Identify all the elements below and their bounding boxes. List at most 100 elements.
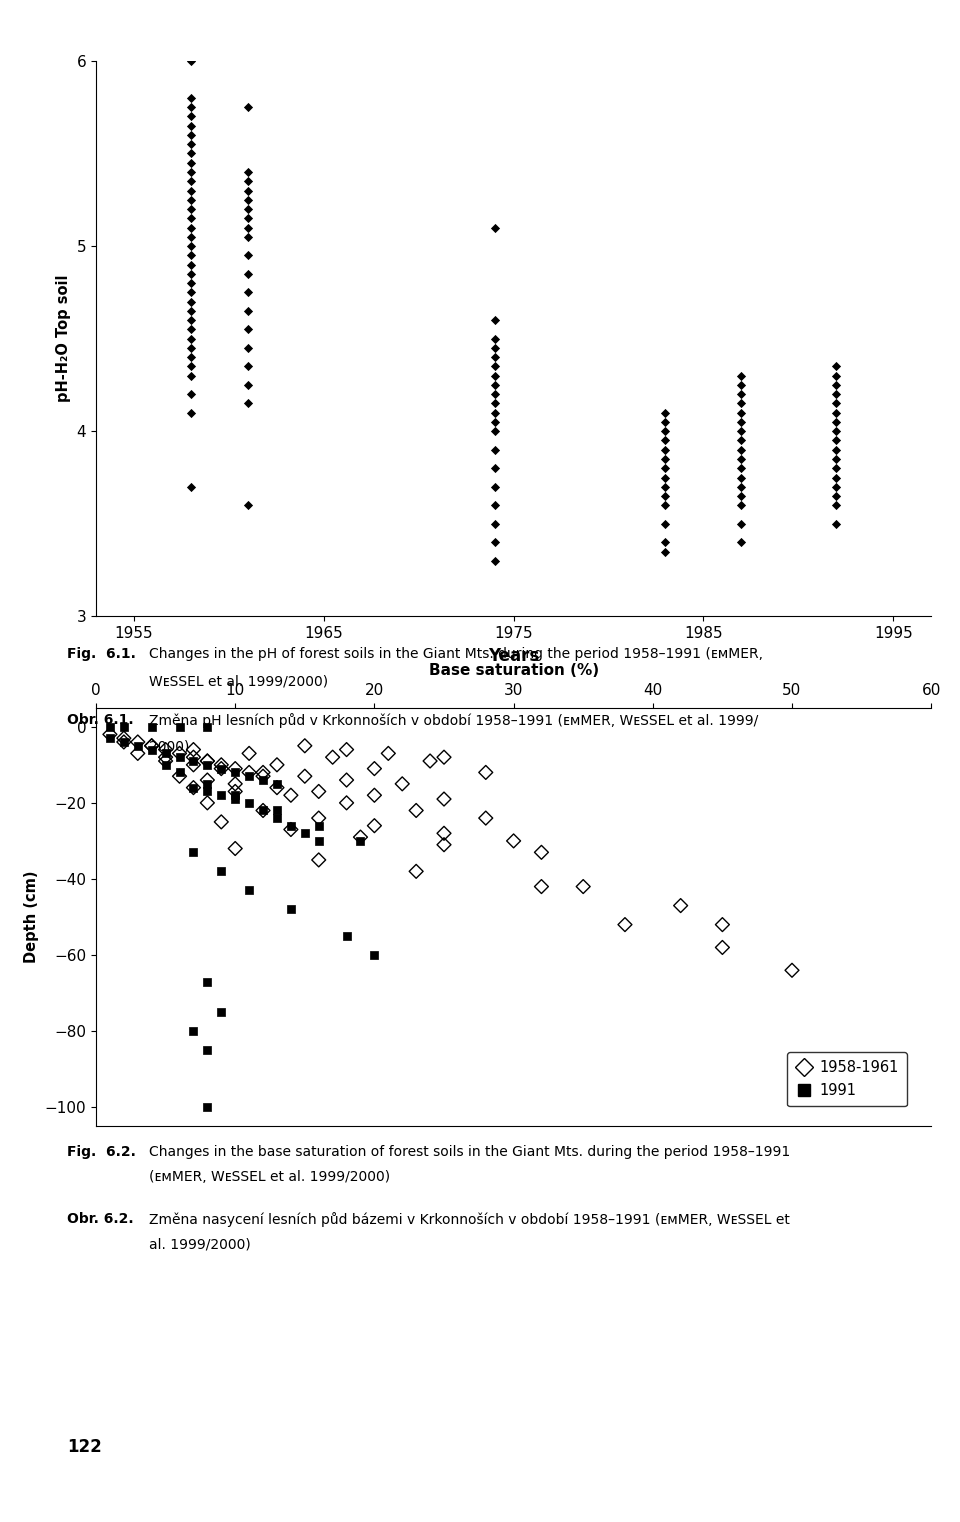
Point xyxy=(183,151,199,175)
1991 xyxy=(185,749,202,773)
Point xyxy=(183,169,199,193)
1958-1961 xyxy=(103,721,117,746)
Point xyxy=(183,317,199,341)
1958-1961 xyxy=(255,764,271,788)
1958-1961 xyxy=(200,790,215,814)
1991 xyxy=(200,1096,215,1120)
Text: Obr. 6.1.: Obr. 6.1. xyxy=(67,712,133,726)
Point xyxy=(183,364,199,388)
1958-1961 xyxy=(269,775,284,799)
1958-1961 xyxy=(784,959,800,983)
Point xyxy=(183,289,199,314)
Point xyxy=(240,216,255,240)
1991 xyxy=(228,787,243,811)
1958-1961 xyxy=(228,779,243,804)
Point xyxy=(183,400,199,425)
Point xyxy=(183,216,199,240)
Point xyxy=(240,493,255,517)
Text: 2000): 2000) xyxy=(149,740,189,753)
Point xyxy=(828,511,844,536)
Point xyxy=(828,438,844,463)
1958-1961 xyxy=(200,767,215,791)
Point xyxy=(183,307,199,332)
1958-1961 xyxy=(311,805,326,829)
1991 xyxy=(185,775,202,799)
1958-1961 xyxy=(157,744,173,769)
1991 xyxy=(103,714,117,738)
Point xyxy=(183,187,199,212)
1991 xyxy=(228,782,243,807)
Point xyxy=(658,475,673,499)
Point xyxy=(828,457,844,481)
Point xyxy=(183,160,199,184)
Point xyxy=(183,49,199,73)
Text: Fig.  6.2.: Fig. 6.2. xyxy=(67,1145,136,1158)
1958-1961 xyxy=(130,741,146,766)
Point xyxy=(828,391,844,416)
Point xyxy=(240,94,255,119)
Point xyxy=(658,493,673,517)
1958-1961 xyxy=(436,833,451,857)
Point xyxy=(828,400,844,425)
Point xyxy=(183,205,199,230)
X-axis label: Base saturation (%): Base saturation (%) xyxy=(428,662,599,677)
Point xyxy=(183,355,199,379)
1958-1961 xyxy=(324,744,340,769)
Point xyxy=(733,511,749,536)
Point xyxy=(658,511,673,536)
Text: Changes in the base saturation of forest soils in the Giant Mts. during the peri: Changes in the base saturation of forest… xyxy=(149,1145,790,1158)
1958-1961 xyxy=(228,756,243,781)
Y-axis label: pH-H₂O Top soil: pH-H₂O Top soil xyxy=(56,275,71,402)
1958-1961 xyxy=(506,828,521,852)
1991 xyxy=(241,764,256,788)
1991 xyxy=(185,840,202,864)
1958-1961 xyxy=(213,756,228,781)
1958-1961 xyxy=(367,756,382,781)
1958-1961 xyxy=(130,729,146,753)
Point xyxy=(658,530,673,554)
Point xyxy=(487,493,502,517)
Point xyxy=(183,142,199,166)
Point xyxy=(183,244,199,268)
1958-1961 xyxy=(367,782,382,807)
Point xyxy=(658,419,673,443)
1958-1961 xyxy=(283,817,299,842)
1958-1961 xyxy=(714,935,730,959)
Point xyxy=(487,549,502,574)
1958-1961 xyxy=(617,912,633,936)
Point xyxy=(487,307,502,332)
Point xyxy=(183,262,199,286)
Point xyxy=(240,160,255,184)
Point xyxy=(828,493,844,517)
Point xyxy=(658,539,673,563)
Point xyxy=(733,457,749,481)
Point xyxy=(487,511,502,536)
1958-1961 xyxy=(185,744,202,769)
1958-1961 xyxy=(157,737,173,761)
1958-1961 xyxy=(144,734,159,758)
1958-1961 xyxy=(395,772,410,796)
1958-1961 xyxy=(436,787,451,811)
Point xyxy=(183,94,199,119)
Point xyxy=(733,466,749,490)
1991 xyxy=(213,782,228,807)
1958-1961 xyxy=(144,734,159,758)
Point xyxy=(733,438,749,463)
1958-1961 xyxy=(185,737,202,761)
Point xyxy=(183,336,199,361)
Point xyxy=(828,373,844,397)
Point xyxy=(183,253,199,277)
1958-1961 xyxy=(116,726,132,750)
1958-1961 xyxy=(283,782,299,807)
Text: al. 1999/2000): al. 1999/2000) xyxy=(149,1237,251,1251)
1958-1961 xyxy=(241,759,256,784)
Point xyxy=(240,336,255,361)
Point xyxy=(658,484,673,508)
Point xyxy=(487,373,502,397)
Point xyxy=(733,493,749,517)
Point xyxy=(733,530,749,554)
Point xyxy=(240,373,255,397)
1958-1961 xyxy=(297,764,312,788)
Point xyxy=(183,225,199,250)
Point xyxy=(183,326,199,350)
